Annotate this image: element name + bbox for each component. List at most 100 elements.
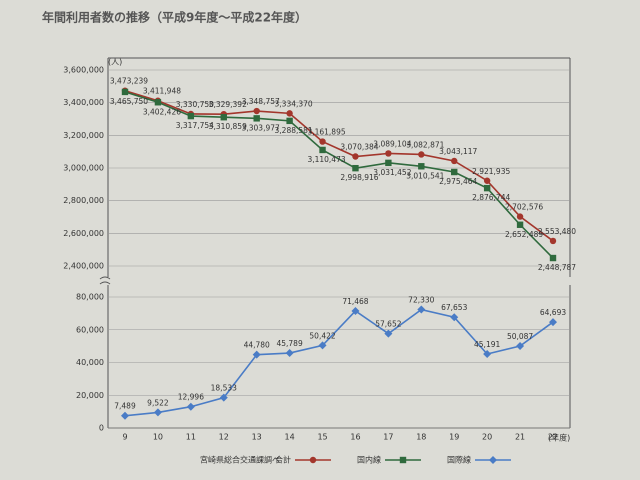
data-label: 45,191 — [474, 340, 500, 349]
legend-label: 合計 — [275, 455, 291, 465]
x-tick-label: 12 — [219, 433, 229, 442]
axis-break — [100, 277, 580, 285]
legend-marker — [489, 456, 497, 464]
data-label: 12,996 — [178, 393, 204, 402]
point — [285, 349, 294, 358]
data-label: 3,031,452 — [373, 168, 411, 177]
data-label: 9,522 — [147, 398, 169, 407]
data-label: 2,876,744 — [472, 193, 510, 202]
point — [516, 341, 525, 350]
point — [549, 237, 557, 245]
source-note: 宮崎県総合交通課調べ — [200, 455, 280, 465]
data-label: 2,553,480 — [538, 227, 576, 236]
data-label: 3,089,104 — [373, 139, 411, 148]
point — [483, 177, 491, 184]
y-tick-label: 2,600,000 — [63, 229, 104, 238]
point — [516, 213, 524, 220]
data-label: 3,329,392 — [209, 100, 247, 109]
x-tick-label: 14 — [285, 433, 295, 442]
point — [319, 146, 326, 154]
data-label: 67,653 — [441, 303, 467, 312]
data-label: 3,043,117 — [439, 147, 477, 156]
x-axis-label: (年度) — [548, 433, 570, 443]
x-tick-label: 10 — [153, 433, 163, 442]
point — [385, 150, 392, 157]
x-tick-label: 19 — [449, 433, 459, 442]
data-label: 3,070,384 — [340, 143, 378, 152]
y-tick-label: 60,000 — [76, 325, 104, 334]
data-label: 71,468 — [342, 297, 368, 306]
point — [186, 402, 195, 411]
point — [253, 115, 260, 122]
point — [352, 153, 359, 160]
point — [417, 305, 426, 314]
data-label: 3,317,754 — [176, 121, 214, 130]
x-tick-label: 11 — [186, 433, 196, 442]
point — [286, 110, 293, 117]
point — [384, 329, 393, 338]
legend-marker — [399, 456, 407, 464]
x-tick-label: 21 — [515, 433, 525, 442]
point — [385, 159, 392, 167]
y-tick-label: 3,400,000 — [63, 98, 104, 107]
point — [450, 313, 459, 322]
data-label: 44,780 — [244, 341, 270, 350]
point — [319, 138, 326, 145]
point — [286, 117, 293, 125]
point — [252, 350, 261, 359]
data-label: 2,702,576 — [505, 203, 543, 212]
point — [121, 411, 129, 420]
y-tick-label: 3,600,000 — [63, 66, 104, 75]
legend-marker — [309, 456, 317, 464]
series-line — [124, 308, 554, 417]
axis-break-mark — [99, 276, 111, 285]
data-label: 45,789 — [276, 339, 302, 348]
y-tick-label: 80,000 — [76, 293, 104, 302]
y-tick-label: 0 — [99, 424, 104, 433]
data-label: 3,303,977 — [242, 123, 280, 132]
data-label: 50,422 — [309, 331, 335, 340]
series-line — [124, 91, 554, 259]
x-tick-label: 13 — [252, 433, 262, 442]
data-label: 18,533 — [211, 384, 237, 393]
data-label: 72,330 — [408, 296, 434, 305]
point — [187, 112, 195, 120]
data-label: 3,010,541 — [406, 171, 444, 180]
x-tick-label: 18 — [416, 433, 426, 442]
point — [121, 88, 129, 96]
legend-label: 国内線 — [357, 455, 381, 465]
data-label: 3,310,859 — [209, 122, 247, 131]
y-tick-label: 3,000,000 — [63, 164, 104, 173]
x-tick-label: 16 — [350, 433, 360, 442]
data-label: 3,334,370 — [275, 99, 313, 108]
point — [153, 408, 162, 417]
point — [318, 341, 327, 350]
data-label: 3,348,757 — [242, 97, 280, 106]
data-label: 3,288,581 — [275, 126, 313, 135]
data-label: 3,465,750 — [110, 97, 148, 106]
point — [220, 114, 227, 121]
point — [516, 221, 524, 228]
data-label: 2,652,489 — [505, 230, 543, 239]
data-label: 64,693 — [540, 308, 566, 317]
data-label: 2,448,787 — [538, 263, 576, 272]
data-label: 2,998,916 — [340, 173, 378, 182]
y-tick-label: 20,000 — [76, 391, 104, 400]
x-tick-label: 9 — [122, 433, 127, 442]
series-line — [124, 89, 554, 242]
data-label: 2,921,935 — [472, 167, 510, 176]
data-label: 3,473,239 — [110, 77, 148, 86]
data-label: 3,411,948 — [143, 87, 181, 96]
chart-title: 年間利用者数の推移（平成9年度～平成22年度） — [42, 10, 307, 25]
data-label: 3,330,750 — [176, 100, 214, 109]
data-label: 2,975,464 — [439, 177, 477, 186]
x-tick-label: 15 — [317, 433, 327, 442]
data-label: 3,082,871 — [406, 140, 444, 149]
point — [451, 168, 458, 176]
point — [549, 254, 557, 262]
y-tick-label: 3,200,000 — [63, 131, 104, 140]
point — [483, 184, 491, 192]
data-label: 3,161,895 — [307, 128, 345, 137]
